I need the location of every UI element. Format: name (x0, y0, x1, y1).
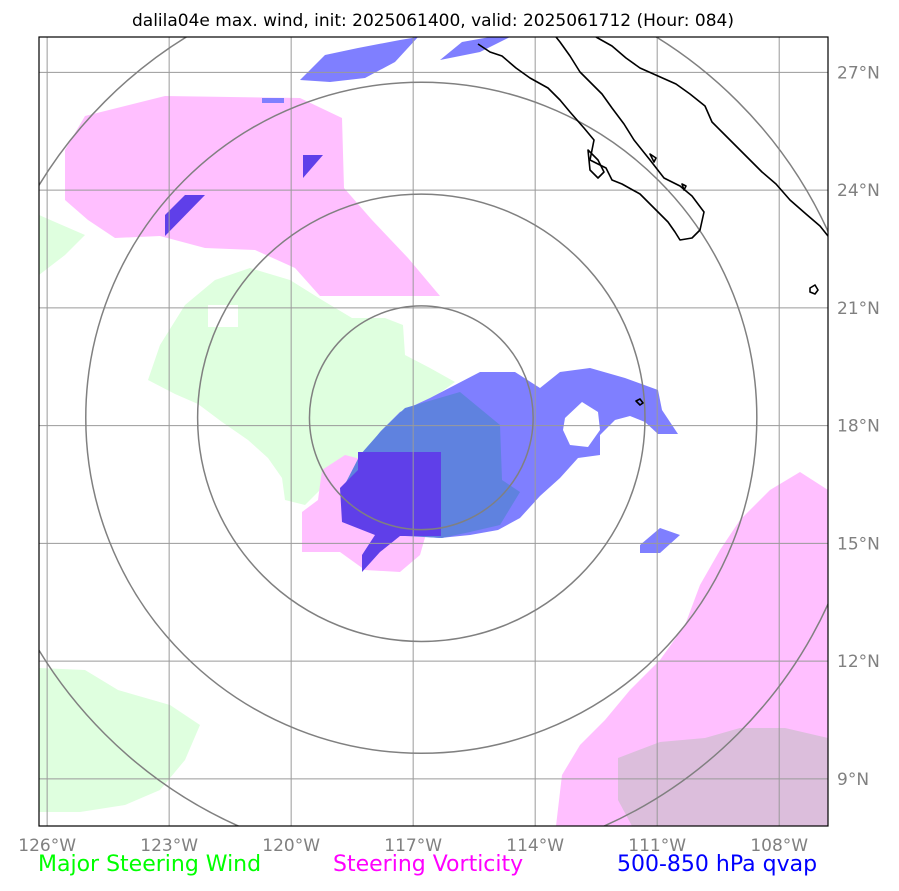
qvap-area-east-small (640, 528, 680, 553)
qvap-area-small-1 (303, 155, 323, 178)
plot-frame (38, 36, 829, 827)
longitude-tick-label: 126°W (18, 836, 76, 856)
latitude-tick-label: 12°N (837, 652, 880, 672)
coastline-detail-1 (587, 149, 605, 179)
legend-steering-wind: Major Steering Wind (38, 852, 262, 877)
qvap-speck-1 (262, 98, 284, 103)
latitude-tick-label: 27°N (837, 63, 880, 83)
longitude-tick-label: 117°W (384, 836, 442, 856)
island-3 (649, 153, 657, 163)
coastline-mainland (595, 37, 828, 237)
legend-steering-vorticity: Steering Vorticity (333, 852, 524, 877)
latitude-tick-label: 24°N (837, 181, 880, 201)
wind-gap (208, 305, 238, 327)
vorticity-overlap-southeast (618, 728, 828, 826)
range-rings (39, 37, 828, 826)
range-ring (85, 81, 758, 755)
qvap-area-north (300, 37, 418, 82)
steering-wind-layer (39, 215, 455, 812)
island-1 (809, 284, 819, 295)
longitude-tick-label: 114°W (506, 836, 564, 856)
figure-title: dalila04e max. wind, init: 2025061400, v… (132, 11, 734, 31)
qvap-gap (563, 402, 600, 447)
island-2 (635, 398, 644, 406)
qvap-area-core (340, 452, 441, 572)
vorticity-area-north (65, 96, 440, 296)
range-ring (308, 305, 534, 531)
longitude-tick-labels: 126°W 123°W 120°W 117°W 114°W 111°W 108°W (18, 836, 808, 856)
wind-area-central (148, 268, 455, 505)
longitude-tick-label: 111°W (628, 836, 686, 856)
longitude-tick-label: 123°W (140, 836, 198, 856)
range-ring (196, 193, 646, 643)
legend-qvap: 500-850 hPa qvap (617, 852, 818, 877)
coastline-baja-pacific (477, 37, 705, 241)
longitude-tick-label: 120°W (262, 836, 320, 856)
latitude-tick-label: 9°N (837, 770, 869, 790)
latitude-tick-label: 15°N (837, 534, 880, 554)
plot-area (39, 37, 828, 826)
latitude-tick-label: 21°N (837, 299, 880, 319)
qvap-area-small-2 (165, 195, 205, 236)
wind-area-southwest (39, 668, 200, 812)
qvap-area-north-2 (440, 37, 510, 60)
latitude-tick-labels: 9°N 12°N 15°N 18°N 21°N 24°N 27°N (837, 63, 880, 790)
coastline (477, 37, 828, 406)
latitude-tick-label: 18°N (837, 417, 880, 437)
island-4 (681, 183, 687, 191)
graticule (39, 37, 828, 826)
longitude-tick-label: 108°W (750, 836, 808, 856)
wind-area-west (39, 215, 85, 275)
